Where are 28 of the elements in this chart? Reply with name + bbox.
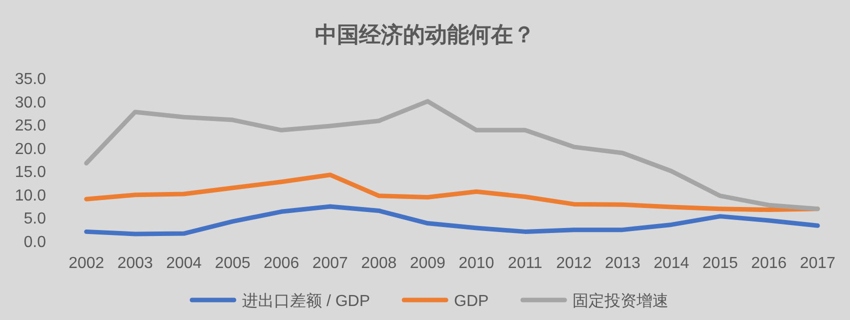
x-tick-label: 2003 — [117, 255, 154, 272]
title: 中国经济的动能何在？ — [315, 22, 535, 47]
x-tick-label: 2004 — [166, 255, 202, 272]
legend-label: 进出口差额 / GDP — [242, 292, 370, 310]
y-tick-label: 25.0 — [14, 118, 46, 135]
x-tick-label: 2015 — [702, 255, 738, 272]
x-tick-label: 2006 — [264, 255, 300, 272]
x-tick-label: 2012 — [556, 255, 592, 272]
y-tick-label: 5.0 — [24, 210, 46, 228]
y-tick-label: 10.0 — [14, 187, 46, 204]
x-tick-label: 2014 — [654, 255, 690, 272]
x-tick-label: 2002 — [68, 255, 104, 272]
y-tick-label: 20.0 — [14, 140, 46, 158]
x-tick-label: 2010 — [458, 255, 494, 272]
x-tick-label: 2008 — [361, 255, 397, 272]
y-tick-label: 30.0 — [14, 94, 46, 112]
legend-label: GDP — [454, 293, 489, 310]
x-tick-label: 2007 — [312, 255, 348, 272]
x-tick-label: 2005 — [214, 255, 251, 272]
x-tick-label: 2009 — [410, 255, 446, 272]
y-tick-label: 0.0 — [24, 234, 46, 251]
y-tick-label: 15.0 — [14, 164, 46, 182]
y-tick-label: 35.0 — [14, 71, 46, 88]
x-tick-label: 2011 — [508, 255, 542, 272]
x-tick-label: 2017 — [800, 255, 836, 272]
x-tick-label: 2016 — [751, 255, 787, 272]
legend-label: 固定投资增速 — [572, 292, 669, 310]
x-tick-label: 2013 — [604, 255, 641, 272]
